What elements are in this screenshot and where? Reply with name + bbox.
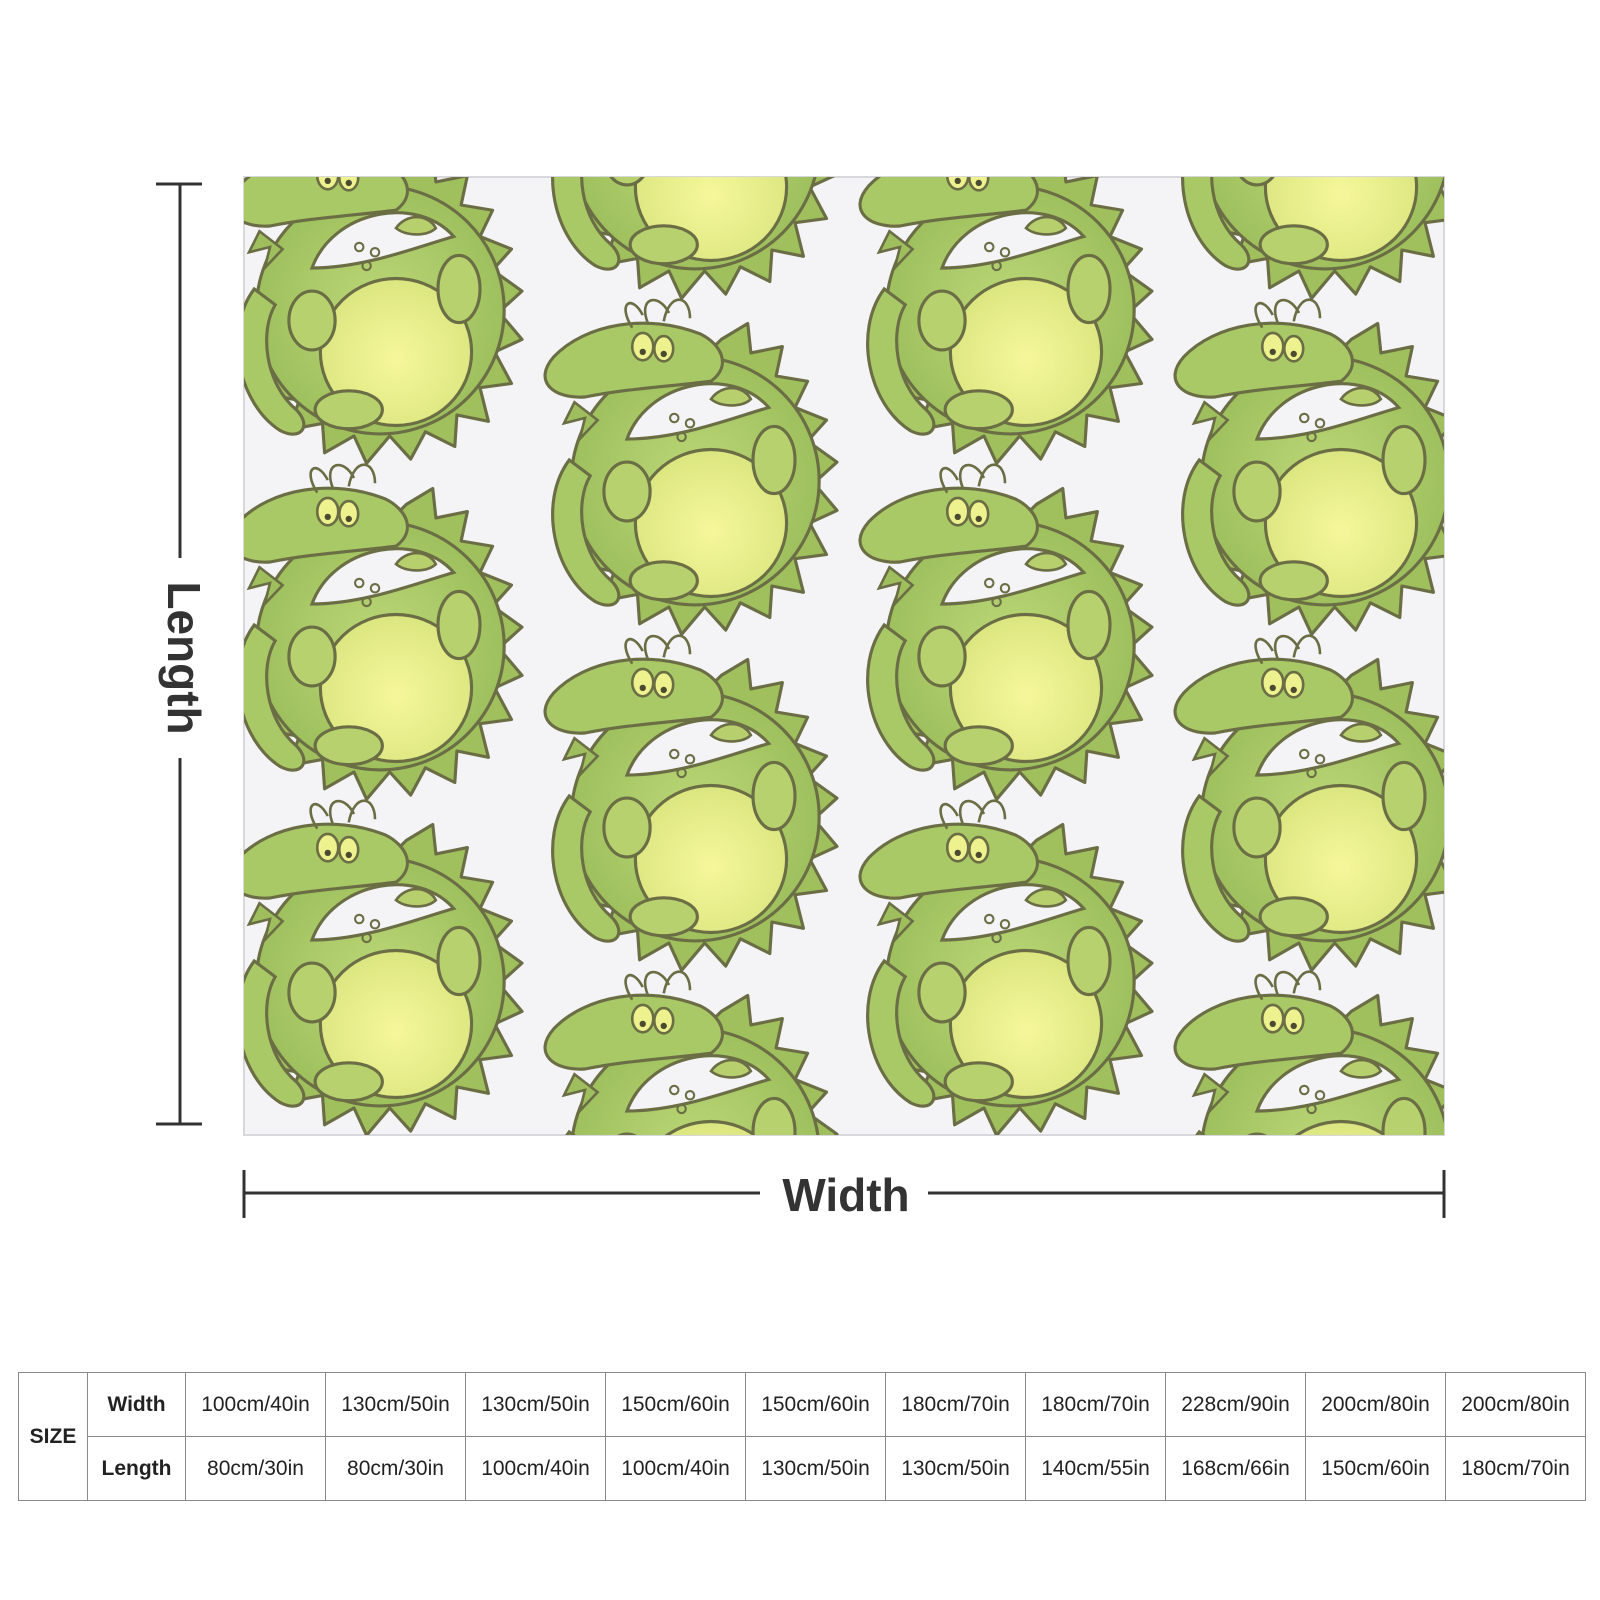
length-label: Length [158, 581, 210, 734]
length-row: Length 80cm/30in 80cm/30in 100cm/40in 10… [19, 1436, 1586, 1501]
width-cell: 130cm/50in [325, 1372, 466, 1437]
length-cell: 100cm/40in [605, 1436, 746, 1501]
width-cell: 228cm/90in [1165, 1372, 1306, 1437]
width-cell: 180cm/70in [885, 1372, 1026, 1437]
width-dimension: Width [242, 1169, 1446, 1221]
length-row-label: Length [87, 1436, 186, 1501]
width-row-label: Width [87, 1372, 186, 1437]
length-cell: 130cm/50in [885, 1436, 1026, 1501]
length-cell: 80cm/30in [325, 1436, 466, 1501]
length-cell: 100cm/40in [465, 1436, 606, 1501]
size-table: SIZE Width 100cm/40in 130cm/50in 130cm/5… [18, 1372, 1586, 1501]
length-cell: 180cm/70in [1445, 1436, 1586, 1501]
curled-green-dragon-icon [1173, 177, 1444, 300]
curled-green-dragon-icon [543, 177, 839, 300]
length-dimension: Length [156, 182, 210, 1126]
width-cell: 180cm/70in [1025, 1372, 1166, 1437]
length-cell: 168cm/66in [1165, 1436, 1306, 1501]
width-cell: 130cm/50in [465, 1372, 606, 1437]
blanket [243, 176, 1445, 1136]
length-cell: 80cm/30in [185, 1436, 326, 1501]
length-cell: 150cm/60in [1305, 1436, 1446, 1501]
width-label: Width [782, 1169, 909, 1221]
width-cell: 200cm/80in [1445, 1372, 1586, 1437]
width-cell: 150cm/60in [605, 1372, 746, 1437]
size-label: SIZE [18, 1372, 88, 1501]
width-cell: 100cm/40in [185, 1372, 326, 1437]
length-cell: 130cm/50in [745, 1436, 886, 1501]
length-cell: 140cm/55in [1025, 1436, 1166, 1501]
width-row: SIZE Width 100cm/40in 130cm/50in 130cm/5… [18, 1372, 1586, 1501]
width-cell: 200cm/80in [1305, 1372, 1446, 1437]
width-cell: 150cm/60in [745, 1372, 886, 1437]
